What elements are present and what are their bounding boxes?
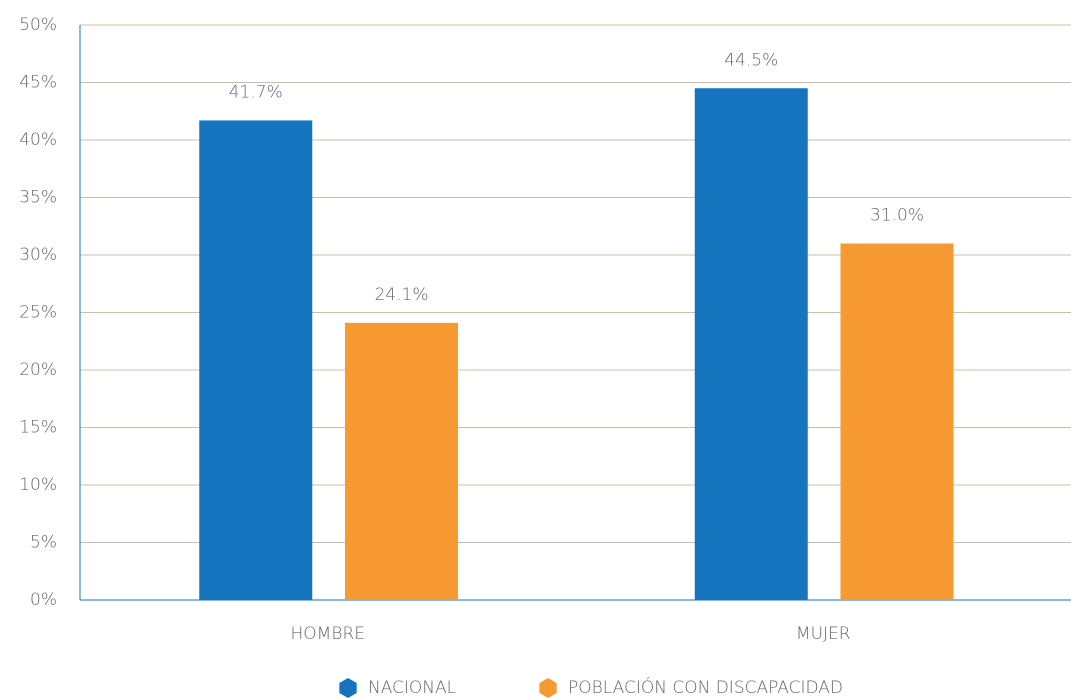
legend-label: NACIONAL — [368, 678, 456, 698]
legend-label: POBLACIÓN CON DISCAPACIDAD — [568, 676, 843, 698]
y-tick-label: 25% — [19, 303, 57, 323]
value-label: 41.7% — [229, 82, 283, 102]
value-label: 24.1% — [374, 285, 428, 305]
bar — [345, 322, 458, 600]
y-tick-label: 15% — [19, 418, 57, 438]
x-tick-label: HOMBRE — [290, 624, 365, 644]
y-tick-label: 35% — [19, 188, 57, 208]
y-tick-label: 5% — [30, 533, 57, 553]
y-tick-label: 45% — [19, 73, 57, 93]
value-label: 31.0% — [870, 206, 924, 226]
legend-marker — [339, 678, 357, 698]
bar — [694, 88, 808, 600]
y-tick-label: 10% — [19, 475, 57, 495]
y-tick-label: 30% — [19, 245, 57, 265]
bar — [199, 120, 313, 600]
y-tick-label: 50% — [19, 15, 57, 35]
y-tick-label: 20% — [19, 360, 57, 380]
legend-marker — [539, 678, 557, 698]
x-tick-label: MUJER — [796, 624, 851, 644]
bar — [840, 243, 954, 600]
value-label: 44.5% — [724, 50, 778, 70]
y-tick-label: 40% — [19, 130, 57, 150]
y-tick-label: 0% — [30, 590, 57, 610]
